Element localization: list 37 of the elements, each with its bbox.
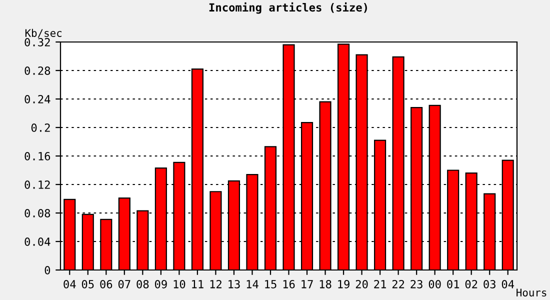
x-tick-label: 19 xyxy=(338,280,350,288)
x-tick-label: 01 xyxy=(447,280,460,288)
y-tick-label: 0.16 xyxy=(24,152,50,160)
x-tick-label: 16 xyxy=(283,280,295,288)
x-tick-label: 22 xyxy=(392,280,404,288)
chart-title: Incoming articles (size) xyxy=(209,2,367,14)
x-tick-label: 05 xyxy=(82,280,94,288)
x-axis-title: Hours xyxy=(516,288,546,296)
y-tick-label: 0 xyxy=(44,266,50,274)
x-tick-label: 15 xyxy=(265,280,276,288)
x-tick-label: 21 xyxy=(374,280,386,288)
x-tick-label: 23 xyxy=(410,280,422,288)
x-tick-label: 06 xyxy=(100,280,112,288)
y-tick-label: 0.24 xyxy=(24,95,50,104)
x-tick-label: 08 xyxy=(136,280,149,288)
x-tick-label: 04 xyxy=(64,280,76,288)
x-tick-label: 02 xyxy=(465,280,478,288)
y-tick-label: 0.28 xyxy=(24,66,50,75)
x-tick-label: 14 xyxy=(246,280,258,288)
y-tick-label: 0.32 xyxy=(24,38,50,46)
x-tick-label: 04 xyxy=(502,280,514,288)
x-tick-label: 00 xyxy=(428,280,441,288)
x-tick-label: 03 xyxy=(484,280,496,288)
x-tick-label: 18 xyxy=(320,280,332,288)
x-tick-label: 17 xyxy=(302,280,313,288)
x-tick-label: 10 xyxy=(174,280,186,288)
x-tick-label: 07 xyxy=(118,280,130,288)
y-tick-label: 0.2 xyxy=(31,124,50,132)
x-tick-label: 13 xyxy=(228,280,240,288)
y-tick-label: 0.04 xyxy=(24,238,50,246)
y-tick-label: 0.08 xyxy=(24,209,50,218)
y-axis-title: Kb/sec xyxy=(25,28,62,38)
x-tick-label: 09 xyxy=(154,280,167,288)
y-tick-label: 0.12 xyxy=(24,180,50,189)
x-tick-label: 11 xyxy=(192,280,204,288)
x-tick-label: 12 xyxy=(210,280,222,288)
x-tick-label: 20 xyxy=(356,280,368,288)
